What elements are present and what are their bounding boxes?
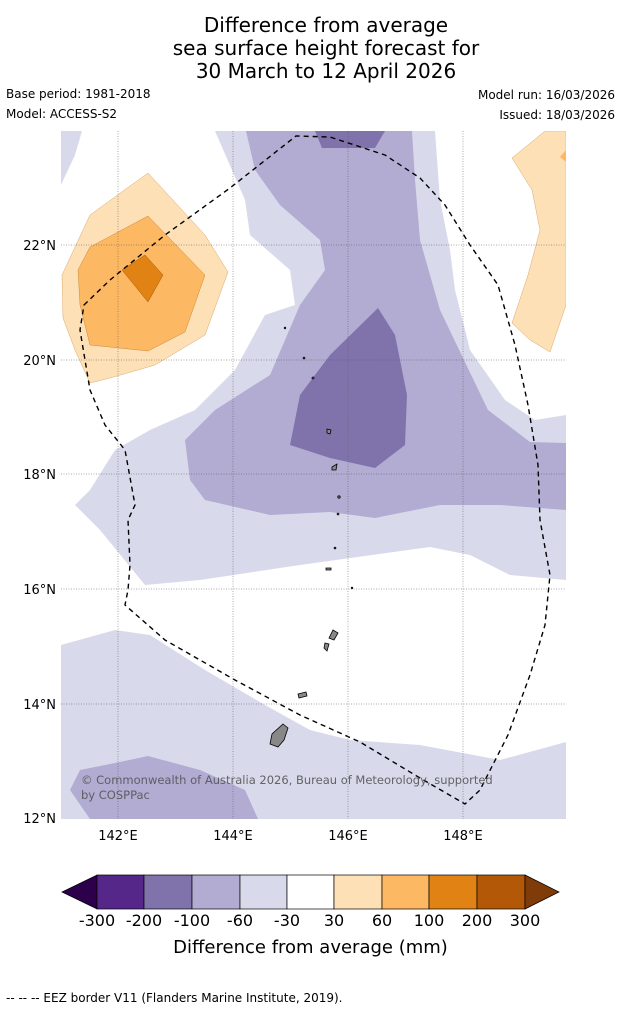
y-tick-14n: 14°N <box>23 698 56 713</box>
island-guam <box>269 723 289 748</box>
island-asuncion <box>311 376 315 380</box>
issued-date: Issued: 18/03/2026 <box>499 108 615 122</box>
colorbar-tick-minus-200: -200 <box>125 911 163 930</box>
island-agrihan <box>326 428 332 435</box>
base-period: Base period: 1981-2018 <box>6 87 151 101</box>
island-rota <box>297 691 308 699</box>
colorbar-tick-30: 30 <box>323 911 345 930</box>
contour-plus-100-west <box>121 254 164 303</box>
island-maug <box>302 356 306 360</box>
colorbar-bin-8 <box>428 874 478 910</box>
colorbar-bin-7 <box>381 874 430 910</box>
colorbar-bin-5 <box>286 874 335 910</box>
colorbar-extend-low <box>61 874 98 910</box>
colorbar-tick-minus-300: -300 <box>78 911 116 930</box>
islands <box>269 326 354 748</box>
model-name: Model: ACCESS-S2 <box>6 107 118 121</box>
island-uracas <box>283 326 287 330</box>
contour-minus-30-topleft <box>61 131 82 185</box>
colorbar-bin-1 <box>96 874 145 910</box>
y-tick-18n: 18°N <box>23 468 56 483</box>
colorbar-tick-minus-30: -30 <box>273 911 301 930</box>
island-alamagan <box>337 495 341 499</box>
colorbar-tick-200: 200 <box>461 911 493 930</box>
colorbar-label: Difference from average (mm) <box>173 937 448 958</box>
x-tick-146e: 146°E <box>328 829 368 844</box>
model-run: Model run: 16/03/2026 <box>477 88 615 102</box>
y-tick-12n: 12°N <box>23 812 56 827</box>
eez-border <box>79 135 551 805</box>
colorbar-bin-6 <box>333 874 383 910</box>
island-guguan <box>336 512 340 516</box>
colorbar <box>61 874 560 910</box>
colorbar-tick-60: 60 <box>371 911 393 930</box>
map-frame <box>61 131 566 819</box>
x-tick-148e: 148°E <box>443 829 483 844</box>
x-tick-142e: 142°E <box>98 829 138 844</box>
contour-plus-60-east <box>560 150 566 162</box>
contour-minus-100-top <box>315 131 385 148</box>
island-sarigan <box>333 546 337 550</box>
colorbar-tick-minus-60: -60 <box>226 911 254 930</box>
copyright-line-2: by COSPPac <box>81 788 150 802</box>
colorbar-tick-300: 300 <box>509 911 541 930</box>
colorbar-extend-high <box>524 874 560 910</box>
colorbar-bin-2 <box>143 874 193 910</box>
island-farallon-de-medinilla <box>350 586 354 590</box>
sea-level-map: 22°N 20°N 18°N 16°N 14°N 12°N 142°E 144°… <box>23 131 566 910</box>
colorbar-tick-100: 100 <box>413 911 445 930</box>
eez-credit: -- -- -- EEZ border V11 (Flanders Marine… <box>6 991 343 1005</box>
colorbar-tick-minus-100: -100 <box>173 911 211 930</box>
copyright-line-1: © Commonwealth of Australia 2026, Bureau… <box>81 773 493 787</box>
island-pagan <box>331 463 338 471</box>
chart-title: Difference from average sea surface heig… <box>0 14 621 83</box>
title-line-2: sea surface height forecast for <box>172 36 480 60</box>
island-tinian <box>323 642 330 652</box>
title-line-1: Difference from average <box>203 13 449 37</box>
title-line-3: 30 March to 12 April 2026 <box>195 59 457 83</box>
contour-minus-100-core <box>290 308 407 468</box>
colorbar-bin-4 <box>239 874 288 910</box>
y-tick-16n: 16°N <box>23 583 56 598</box>
island-anatahan <box>325 567 332 571</box>
contour-plus-30-east <box>511 131 566 353</box>
x-tick-144e: 144°E <box>213 829 253 844</box>
colorbar-bin-9 <box>476 874 526 910</box>
y-tick-20n: 20°N <box>23 354 56 369</box>
colorbar-bin-3 <box>191 874 241 910</box>
island-saipan <box>328 629 339 641</box>
y-tick-22n: 22°N <box>23 239 56 254</box>
contour-minus-60-south <box>70 756 258 819</box>
gridlines <box>61 131 566 819</box>
